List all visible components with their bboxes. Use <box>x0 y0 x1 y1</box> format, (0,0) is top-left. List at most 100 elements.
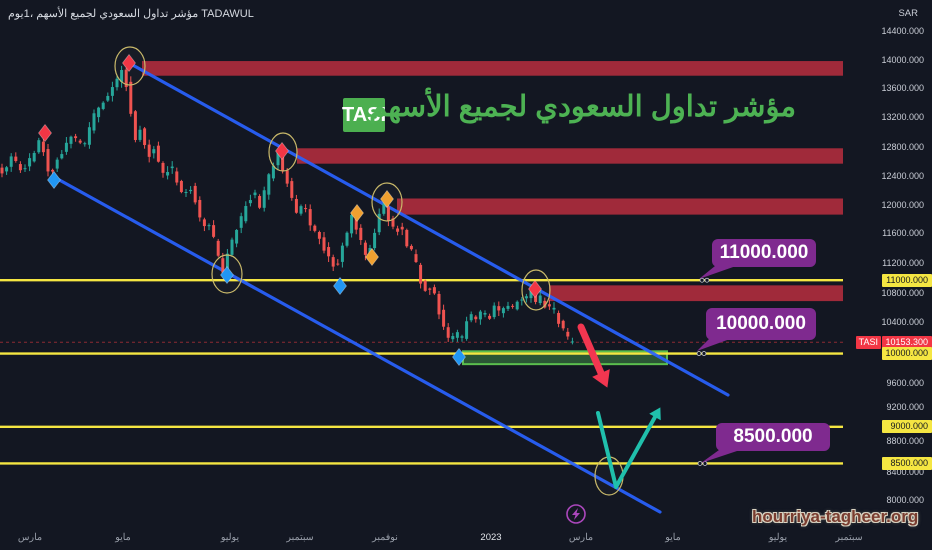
resistance-zone-2[interactable] <box>297 148 843 164</box>
candle <box>359 224 363 245</box>
candlestick-series <box>0 65 574 345</box>
last-price-symbol: TASI <box>855 336 881 349</box>
time-tick-label: 2023 <box>480 532 502 543</box>
price-tick-label: 14000.000 <box>881 55 924 65</box>
price-tick-label: 10400.000 <box>881 317 924 327</box>
price-tick-label: 8000.000 <box>886 495 924 505</box>
projection-arrow-up[interactable] <box>596 411 657 489</box>
candle <box>55 157 59 172</box>
candle <box>340 242 344 268</box>
price-callout-10000[interactable]: 10000.000 <box>706 308 816 340</box>
lightning-bolt <box>572 508 580 520</box>
candle <box>327 242 331 263</box>
candle <box>350 212 354 238</box>
candle <box>239 212 243 234</box>
channel-upper-line[interactable] <box>127 61 730 397</box>
price-callout-11000[interactable]: 11000.000 <box>712 239 816 267</box>
highlight-circle[interactable] <box>371 182 403 222</box>
chart-heading-arabic: مؤشر تداول السعودي لجميع الأسهم <box>369 91 796 123</box>
candle <box>212 220 216 239</box>
candle <box>460 334 464 342</box>
price-axis[interactable]: SAR TASI 10153.300 14400.000 14000.000 136… <box>842 0 932 550</box>
price-tag-8500: 8500.000 <box>882 456 932 470</box>
candle <box>207 223 211 231</box>
last-price-value: 10153.300 <box>882 336 932 349</box>
candle <box>570 337 574 345</box>
candle <box>23 164 27 173</box>
price-tick-label: 12400.000 <box>881 171 924 181</box>
candle <box>156 141 160 163</box>
candle <box>455 329 459 342</box>
tasi-badge: TASI <box>342 98 386 132</box>
candle <box>5 165 9 175</box>
level-handle[interactable] <box>697 461 703 466</box>
candle <box>161 161 165 178</box>
candle <box>405 228 409 248</box>
channel-lower-line[interactable] <box>52 175 662 514</box>
candle <box>101 101 105 111</box>
candle <box>147 139 151 163</box>
candle <box>202 217 206 232</box>
candle <box>216 238 220 258</box>
candle <box>317 230 321 245</box>
last-price-tag: TASI 10153.300 <box>855 336 932 349</box>
level-handle[interactable] <box>696 351 702 356</box>
candle <box>133 109 137 143</box>
signal-diamond <box>37 123 53 143</box>
level-handle[interactable] <box>701 351 707 356</box>
candle <box>543 297 547 309</box>
callout-tail <box>697 339 730 351</box>
highlight-circle[interactable] <box>211 254 243 294</box>
candle <box>115 74 119 91</box>
candle <box>396 225 400 236</box>
currency-label: SAR <box>898 8 918 19</box>
time-axis[interactable]: مارس مايو يوليو سبتمبر نوفمبر 2023 مارس مايو يول… <box>0 528 932 550</box>
candle <box>336 259 340 266</box>
signal-diamond <box>364 247 380 267</box>
candle <box>497 301 501 316</box>
candle <box>428 287 432 295</box>
candle <box>290 177 294 201</box>
candle <box>170 161 174 174</box>
resistance-zone-1[interactable] <box>142 61 843 76</box>
candle <box>46 143 50 177</box>
level-handle[interactable] <box>699 277 705 283</box>
candle <box>391 215 395 230</box>
resistance-zone-4[interactable] <box>549 285 843 302</box>
candle <box>363 240 367 261</box>
time-tick-label: سبتمبر <box>835 532 863 543</box>
price-tick-label: 12800.000 <box>881 142 924 152</box>
resistance-zone-3[interactable] <box>397 198 843 215</box>
price-tick-label: 14400.000 <box>881 26 924 36</box>
highlight-circle[interactable] <box>268 132 298 172</box>
candle <box>520 297 524 306</box>
candle <box>143 127 147 149</box>
watermark: hourriya-tagheer.org <box>752 507 919 526</box>
highlight-circle[interactable] <box>521 269 551 311</box>
candle <box>248 194 252 207</box>
level-handle[interactable] <box>704 277 710 283</box>
candle <box>451 332 455 343</box>
candle <box>446 323 450 342</box>
highlight-circle[interactable] <box>114 46 146 86</box>
candle <box>304 204 308 213</box>
signal-diamond <box>219 265 235 285</box>
signal-diamond <box>527 279 543 299</box>
candle <box>37 137 41 154</box>
projection-arrow-down[interactable] <box>577 323 605 377</box>
candle <box>469 311 473 323</box>
price-tick-label: 12000.000 <box>881 200 924 210</box>
candle <box>138 125 142 142</box>
candle <box>474 315 478 323</box>
lightning-icon[interactable] <box>566 504 586 524</box>
price-callout-8500[interactable]: 8500.000 <box>716 423 830 451</box>
candle <box>566 327 570 340</box>
candle <box>152 146 156 159</box>
candle <box>18 161 22 173</box>
candle <box>179 179 183 194</box>
candle <box>32 150 36 163</box>
candle <box>331 254 335 272</box>
price-tick-label: 11200.000 <box>882 258 924 268</box>
candle <box>414 249 418 263</box>
